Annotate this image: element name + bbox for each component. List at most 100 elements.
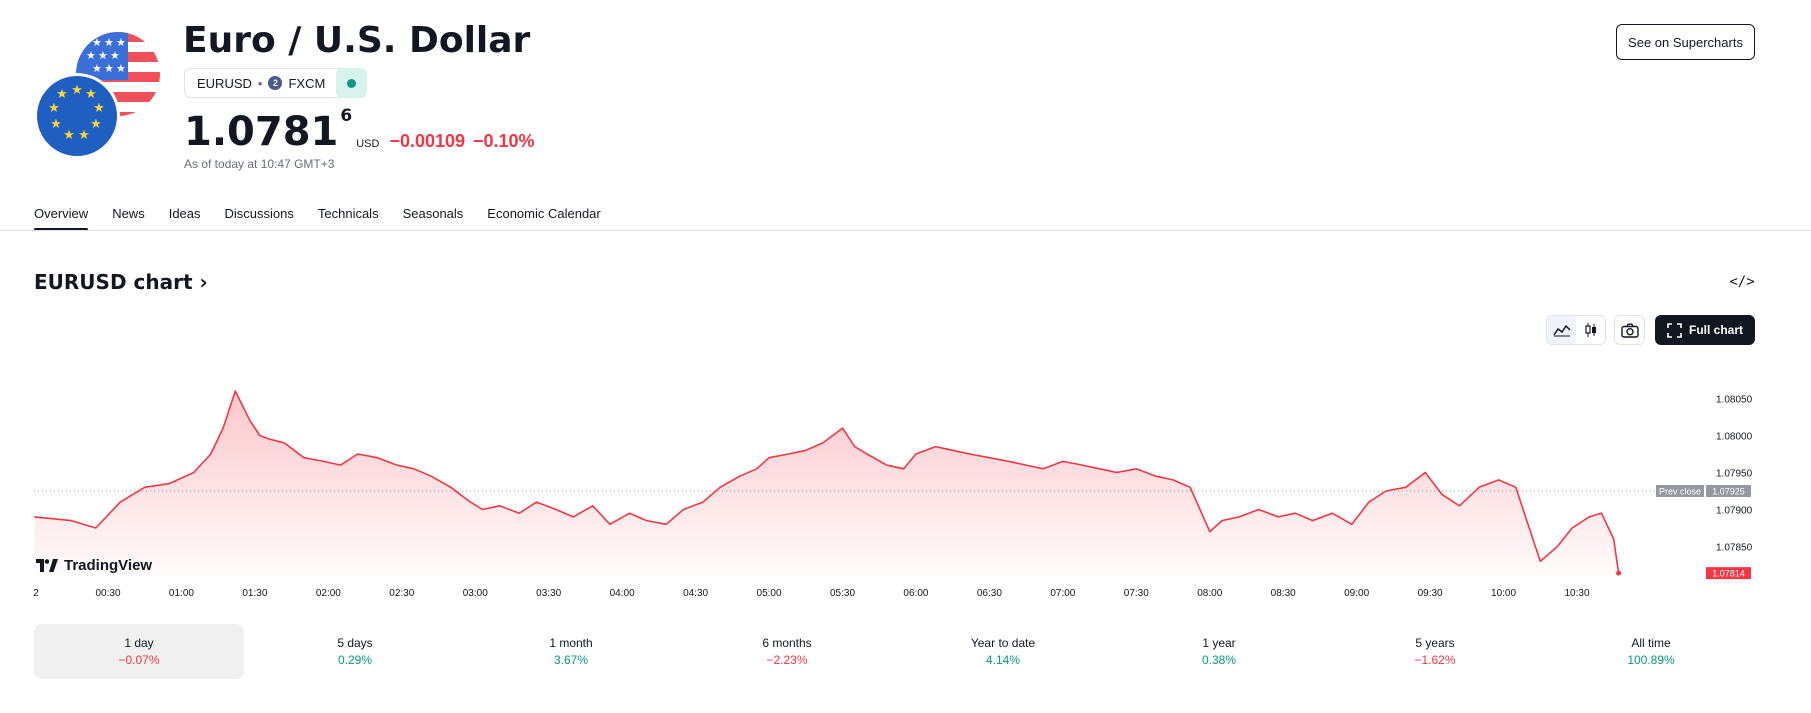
eu-flag-icon: ★ ★ ★ ★ ★ ★ ★ ★ ★ [34,73,120,159]
svg-text:★: ★ [98,49,108,62]
data-point [1368,501,1370,503]
tab-overview[interactable]: Overview [34,205,100,231]
symbol-logo: ★ ★ ★ ★ ★ ★ ★ ★ ★ ★ ★ ★ ★ ★ ★ ★ ★ ★ [34,32,160,160]
period-6-months[interactable]: 6 months −2.23% [682,624,892,679]
data-point [193,471,195,474]
x-tick-label: 01:30 [242,588,267,599]
data-point [1613,538,1615,540]
period-label: Year to date [970,636,1036,650]
x-tick-label: 04:00 [610,588,635,599]
tab-discussions[interactable]: Discussions [224,206,294,221]
market-status-badge[interactable] [336,68,367,98]
see-on-supercharts-button[interactable]: See on Supercharts [1616,24,1755,60]
data-point [322,460,325,462]
price-chart[interactable]: 1.08050 1.08000 1.07950 1.07900 1.07850 2 00:3… [0,350,1811,610]
svg-text:★: ★ [50,117,62,132]
period-label: 5 years [1415,636,1455,650]
data-point [1441,494,1443,496]
symbol-selector[interactable]: EURUSD • 2 FXCM ⌄ [184,68,356,98]
data-point [739,475,741,477]
market-open-dot-icon [347,78,356,88]
full-chart-button[interactable]: Full chart [1655,315,1755,345]
period-5-days[interactable]: 5 days 0.29% [250,624,460,679]
svg-text:★: ★ [56,87,68,102]
tab-news[interactable]: News [112,206,145,221]
data-point [33,516,36,518]
price-change-percent: −0.10% [473,131,535,151]
period-1-month[interactable]: 1 month 3.67% [466,624,676,679]
svg-text:★: ★ [116,62,126,75]
data-point [885,464,888,466]
area-chart-icon [1552,324,1571,337]
period-change: 4.14% [985,653,1021,667]
last-price-dot [1616,570,1622,576]
data-point [1277,516,1279,518]
x-tick-label: 2 [33,588,39,599]
period-change: −0.07% [118,653,160,667]
data-point [1498,479,1500,481]
tab-ideas[interactable]: Ideas [168,206,201,221]
svg-text:★: ★ [92,36,102,49]
x-tick-label: 03:30 [536,588,561,599]
data-point [702,501,704,503]
period-change: 0.29% [337,653,373,667]
prev-close-label: Prev close [1659,487,1701,497]
x-tick-label: 09:30 [1418,588,1443,599]
data-point [1155,475,1157,477]
data-point [555,508,557,511]
data-point [768,457,770,459]
period-label: 6 months [762,636,812,650]
data-point [1189,486,1191,488]
data-point [222,427,224,429]
data-point [268,438,271,440]
x-tick-label: 07:00 [1050,588,1075,599]
period-5-years[interactable]: 5 years −1.62% [1330,624,1540,679]
svg-text:★: ★ [104,36,114,49]
data-point [518,512,520,514]
period-change: −2.23% [766,653,808,667]
data-point [1025,464,1027,466]
data-point [1424,471,1426,474]
last-price: 1.0781 [184,109,339,155]
data-point [396,464,398,466]
data-point [628,512,631,514]
data-point [682,508,684,511]
prev-close-tag: Prev close 1.07925 [1656,485,1751,497]
price-area-fill [34,391,1619,575]
data-point [1116,471,1118,474]
x-tick-label: 10:30 [1564,588,1589,599]
data-point [1600,512,1603,514]
period-all-time[interactable]: All time 100.89% [1546,624,1756,679]
data-point [339,464,342,466]
period-year-to-date[interactable]: Year to date 4.14% [898,624,1108,679]
data-point [1571,527,1573,529]
y-tick-label: 1.08000 [1716,432,1753,443]
data-point [70,520,72,522]
svg-text:★: ★ [78,128,90,143]
x-tick-label: 10:00 [1491,588,1516,599]
data-point [1331,512,1333,514]
tab-technicals[interactable]: Technicals [317,206,379,221]
data-point [822,442,824,444]
data-point [903,468,905,470]
y-tick-label: 1.07900 [1716,506,1753,517]
data-point [1458,505,1461,507]
data-point [1311,520,1314,522]
candles-button[interactable] [1576,316,1605,344]
period-performance-row: 1 day −0.07% 5 days 0.29% 1 month 3.67% … [34,624,1756,679]
exchange-icon: 2 [268,76,283,90]
chart-title-link[interactable]: EURUSD chart › [34,270,208,294]
x-tick-label: 01:00 [169,588,194,599]
snapshot-button[interactable] [1614,315,1645,345]
code-embed-icon[interactable]: </> [1729,274,1755,290]
tradingview-brand[interactable]: TradingView [36,557,152,574]
svg-text:★: ★ [116,36,126,49]
period-1-year[interactable]: 1 year 0.38% [1114,624,1324,679]
area-chart-button[interactable] [1547,316,1576,344]
data-point [915,453,917,455]
tab-seasonals[interactable]: Seasonals [402,206,464,221]
section-tabs: Overview News Ideas Discussions Technica… [34,205,613,231]
period-label: 5 days [337,636,373,650]
tab-economic-calendar[interactable]: Economic Calendar [487,206,601,221]
period-1-day[interactable]: 1 day −0.07% [34,624,244,679]
